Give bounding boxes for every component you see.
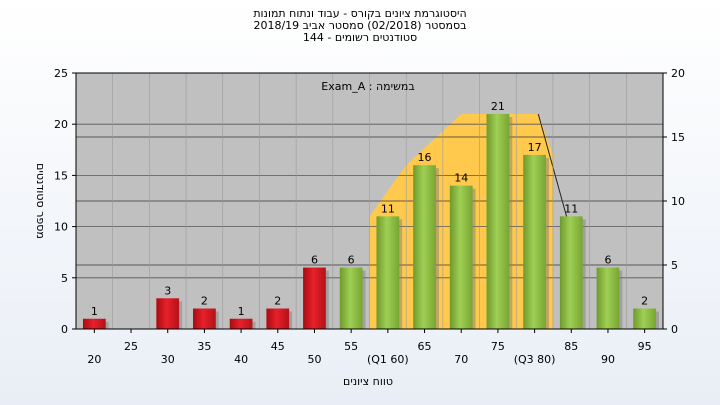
- data-label-35: 2: [201, 295, 208, 308]
- data-label-95: 2: [641, 295, 648, 308]
- y2-tick-label: 20: [671, 67, 685, 80]
- x-tick-label: 50: [307, 353, 321, 366]
- bar-60: [376, 216, 400, 329]
- bar-45: [266, 308, 290, 329]
- x-tick-label: 25: [124, 340, 138, 353]
- data-label-60: 11: [381, 202, 395, 215]
- y-tick-label: 20: [54, 118, 68, 131]
- data-label-75: 21: [491, 100, 505, 113]
- bar-70: [449, 185, 473, 329]
- x-axis-title: טווח ציונים: [343, 375, 393, 388]
- y-tick-label: 0: [61, 323, 68, 336]
- bar-65: [413, 165, 436, 329]
- bar-90: [596, 267, 620, 329]
- bar-40: [229, 318, 253, 329]
- y-tick-label: 5: [61, 272, 68, 285]
- x-tick-label: 30: [161, 353, 175, 366]
- y2-tick-label: 10: [671, 195, 685, 208]
- y2-tick-label: 0: [671, 323, 678, 336]
- x-tick-label: 55: [344, 340, 358, 353]
- data-label-55: 6: [348, 254, 355, 267]
- bar-20: [82, 318, 106, 329]
- chart-annotation: במשימה : Exam_A: [321, 80, 414, 93]
- data-label-50: 6: [311, 254, 318, 267]
- x-tick-label: 45: [271, 340, 285, 353]
- data-label-20: 1: [91, 305, 98, 318]
- title-line-2: בסמסטר (02/2018) סמסטר אביב 2018/19: [253, 19, 467, 32]
- title-line-1: היסטוגרמת ציונים בקורס - עבוד ונתוח תמונ…: [253, 7, 467, 20]
- data-label-90: 6: [604, 254, 611, 267]
- data-label-70: 14: [454, 172, 468, 185]
- y2-tick-label: 15: [671, 131, 685, 144]
- x-tick-label: 65: [418, 340, 432, 353]
- iqr-connector: [537, 113, 570, 227]
- x-tick-label: 95: [638, 340, 652, 353]
- x-tick-label: 85: [564, 340, 578, 353]
- x-tick-label: (Q1 60): [367, 353, 409, 366]
- data-label-40: 1: [238, 305, 245, 318]
- x-tick-label: 35: [197, 340, 211, 353]
- bar-95: [633, 308, 657, 329]
- bar-85: [559, 216, 583, 329]
- bar-75: [486, 113, 510, 330]
- x-tick-label: 70: [454, 353, 468, 366]
- x-tick-label: 75: [491, 340, 505, 353]
- data-label-30: 3: [164, 284, 171, 297]
- data-label-65: 16: [418, 151, 432, 164]
- y-tick-label: 25: [54, 67, 68, 80]
- y-tick-label: 10: [54, 221, 68, 234]
- bar-80: [523, 154, 546, 329]
- data-label-85: 11: [564, 202, 578, 215]
- y-tick-label: 15: [54, 169, 68, 182]
- bar-50: [303, 267, 326, 329]
- x-tick-label: 40: [234, 353, 248, 366]
- data-label-45: 2: [274, 295, 281, 308]
- y2-tick-label: 5: [671, 259, 678, 272]
- x-tick-label: (Q3 80): [514, 353, 556, 366]
- data-label-80: 17: [528, 141, 542, 154]
- x-tick-label: 90: [601, 353, 615, 366]
- bar-30: [156, 298, 180, 329]
- x-tick-label: 20: [87, 353, 101, 366]
- bar-55: [339, 267, 363, 329]
- chart-title: היסטוגרמת ציונים בקורס - עבוד ונתוח תמונ…: [0, 8, 720, 44]
- y-axis-title: מספר סטודנטים: [34, 163, 47, 239]
- title-line-3: סטודנטים רשומים - 144: [302, 31, 418, 44]
- bar-35: [193, 308, 216, 329]
